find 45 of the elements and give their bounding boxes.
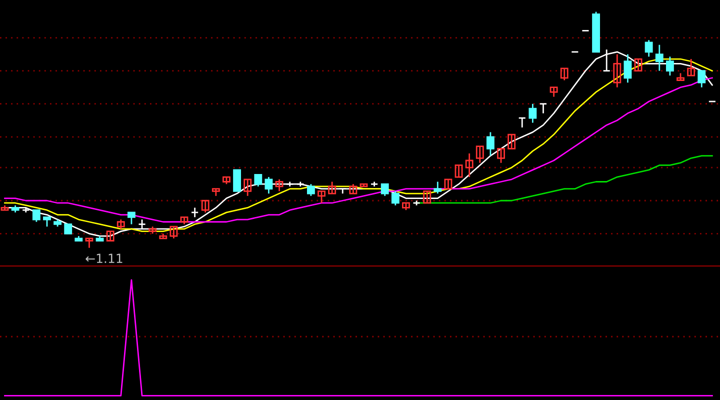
candlestick <box>434 181 442 194</box>
candlestick <box>306 183 315 197</box>
candlestick <box>275 178 284 192</box>
candlestick <box>613 54 622 88</box>
candlestick <box>560 68 568 81</box>
candlestick <box>634 58 642 72</box>
candlestick <box>624 54 632 84</box>
candlestick <box>264 176 273 194</box>
candlestick <box>539 103 548 114</box>
candlestick <box>106 230 114 242</box>
candlestick <box>550 86 558 98</box>
candlestick <box>698 70 706 88</box>
candlestick <box>497 148 505 164</box>
candlestick <box>138 218 146 230</box>
candlestick <box>655 44 664 72</box>
candlestick <box>244 178 252 197</box>
candlestick <box>687 58 696 76</box>
candlestick <box>254 174 262 188</box>
candlestick <box>64 224 72 234</box>
candlestick <box>476 146 484 164</box>
candlestick <box>508 134 516 150</box>
candlestick <box>32 209 40 223</box>
candlestick <box>423 190 432 204</box>
candlestick <box>444 178 452 190</box>
candlestick <box>644 39 653 58</box>
candlestick <box>190 207 199 218</box>
candlestick <box>666 56 674 76</box>
candlestick <box>528 103 537 124</box>
candlestick <box>454 164 463 178</box>
candlestick <box>391 190 400 206</box>
candlestick <box>338 188 347 194</box>
candlestick <box>380 183 389 197</box>
text: ←1.11 <box>86 254 122 263</box>
candlestick <box>328 181 336 194</box>
candlestick <box>116 218 125 230</box>
candlestick <box>318 190 326 204</box>
candlestick <box>127 212 136 225</box>
candlestick <box>486 131 494 156</box>
candlestick <box>201 200 210 214</box>
candlestick <box>170 226 178 240</box>
candlestick <box>465 152 474 178</box>
candlestick <box>43 216 51 228</box>
candlestick <box>349 183 358 194</box>
candlestick <box>233 169 242 192</box>
candlestick <box>85 238 94 249</box>
